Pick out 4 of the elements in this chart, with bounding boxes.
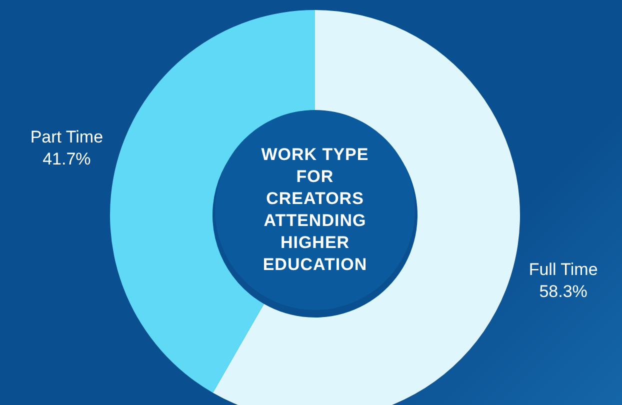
data-label: 58.3% <box>539 282 588 301</box>
slice-label: Part Time <box>30 127 104 146</box>
data-label: 41.7% <box>42 149 91 168</box>
slice-label: Full Time <box>528 260 598 279</box>
